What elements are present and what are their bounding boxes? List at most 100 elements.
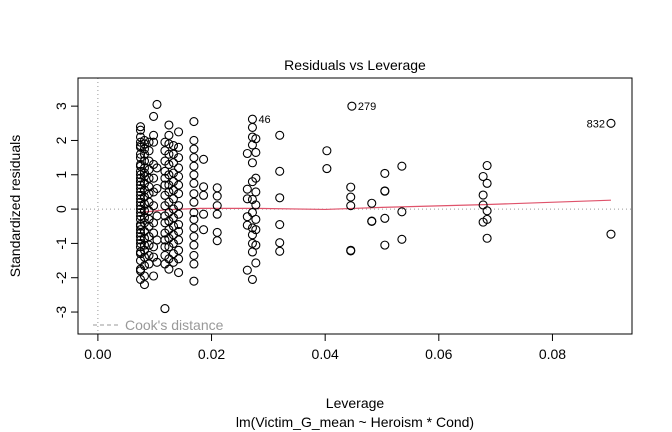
data-point: [199, 225, 209, 235]
data-point: [189, 214, 199, 224]
data-point: [189, 178, 199, 188]
data-point: [149, 111, 159, 121]
data-point: [139, 206, 150, 216]
data-point: [135, 125, 146, 135]
data-point: [189, 240, 199, 250]
data-point: [189, 231, 199, 242]
data-point: [275, 166, 285, 176]
x-axis-sublabel: lm(Victim_G_mean ~ Heroism * Cond): [236, 414, 474, 430]
data-point: [174, 189, 184, 199]
data-point: [482, 160, 492, 171]
data-point: [174, 268, 184, 278]
y-tick-label: -3: [53, 306, 69, 319]
data-point: [174, 254, 184, 264]
data-point: [168, 158, 179, 168]
data-point: [212, 191, 222, 201]
data-point: [242, 212, 252, 222]
data-point: [139, 261, 150, 271]
data-point: [168, 141, 179, 151]
data-point: [199, 182, 209, 192]
data-point: [247, 158, 257, 168]
data-point: [144, 146, 154, 156]
data-point: [135, 170, 146, 180]
data-point: [189, 161, 199, 171]
data-point: [174, 171, 184, 182]
data-point: [139, 245, 150, 255]
data-point: [160, 242, 170, 252]
data-point: [212, 201, 222, 211]
data-point: [174, 226, 184, 236]
y-tick-label: 0: [53, 205, 69, 213]
data-point: [251, 258, 261, 268]
data-point: [212, 183, 222, 193]
data-point: [380, 240, 390, 250]
data-point: [164, 139, 174, 149]
data-point: [397, 161, 407, 171]
data-point: [174, 219, 184, 230]
data-point: [380, 213, 390, 223]
data-point: [149, 201, 159, 211]
data-point: [164, 187, 174, 197]
x-axis-label: Leverage: [326, 395, 385, 411]
data-point: [144, 240, 154, 250]
data-point: [189, 189, 199, 199]
data-point: [189, 153, 199, 163]
data-point: [251, 187, 261, 197]
data-point: [174, 127, 184, 137]
data-point: [275, 219, 285, 230]
data-point: [346, 201, 356, 211]
data-point: [199, 190, 209, 200]
data-point: [346, 182, 356, 192]
data-point: [380, 168, 390, 178]
data-point: [160, 304, 170, 314]
data-point: [160, 259, 170, 269]
data-point: [174, 142, 184, 152]
data-point: [174, 209, 184, 219]
data-point: [139, 280, 150, 290]
y-tick-label: 3: [53, 102, 69, 110]
data-point: [139, 144, 150, 154]
data-point: [174, 153, 184, 163]
data-point: [139, 171, 150, 182]
point-label: 279: [358, 101, 376, 113]
data-point: [160, 180, 170, 190]
data-point: [152, 235, 162, 245]
data-point: [380, 186, 390, 196]
data-point: [242, 194, 252, 204]
data-point: [199, 209, 209, 219]
data-point: [160, 218, 170, 228]
data-point: [189, 197, 199, 207]
data-point: [275, 246, 285, 256]
data-point: [164, 130, 174, 140]
data-point: [606, 229, 616, 239]
y-axis-label: Standardized residuals: [7, 135, 23, 277]
data-point: [174, 163, 184, 173]
y-tick-label: -1: [53, 237, 69, 250]
data-point: [189, 223, 199, 233]
data-point: [174, 180, 184, 190]
data-point: [139, 271, 150, 281]
x-tick-label: 0.08: [539, 346, 566, 362]
chart-title: Residuals vs Leverage: [284, 57, 426, 73]
data-point: [482, 233, 492, 243]
data-point: [251, 225, 261, 235]
point-label: 46: [258, 114, 270, 126]
data-point: [247, 114, 257, 124]
data-point: [482, 214, 492, 224]
data-point: [482, 206, 492, 216]
data-point: [152, 183, 162, 194]
data-point: [275, 193, 285, 203]
y-tick-label: 2: [53, 136, 69, 144]
data-point: [149, 173, 159, 183]
data-point: [160, 235, 170, 245]
data-point: [212, 227, 222, 237]
data-point: [149, 271, 159, 281]
data-point: [139, 233, 150, 243]
legend: Cook's distance: [93, 317, 224, 333]
data-point: [135, 225, 146, 235]
data-point: [139, 156, 150, 166]
y-tick-label: 1: [53, 171, 69, 179]
data-point: [139, 213, 150, 223]
data-point: [482, 178, 492, 188]
data-point: [139, 163, 150, 173]
